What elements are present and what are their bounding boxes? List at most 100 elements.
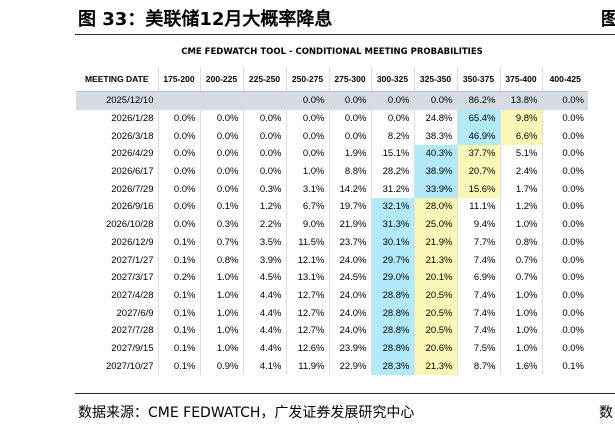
probability-cell: 1.0% [499, 304, 542, 322]
probability-cell: 2.2% [242, 215, 286, 234]
figure-title: 图 33：美联储12月大概率降息 [78, 9, 333, 30]
probability-cell: 28.8% [370, 286, 414, 305]
probability-cell: 23.7% [328, 233, 371, 252]
probability-cell: 24.0% [328, 286, 371, 305]
probability-cell: 24.8% [413, 109, 457, 128]
meeting-date-cell: 2027/10/27 [105, 360, 154, 372]
probability-cell: 28.0% [413, 198, 457, 216]
probability-cell: 1.2% [242, 198, 286, 216]
probability-cell: 29.7% [370, 251, 414, 269]
probability-cell: 8.2% [370, 127, 414, 146]
probability-cell: 4.4% [242, 304, 286, 322]
probability-cell: 0.0% [370, 109, 414, 128]
probability-cell: 0.7% [199, 233, 243, 252]
table-row: 2027/10/27 0.1% 0.9% 4.1% 11.9% 22.9% 28.3% 21.… [76, 357, 588, 375]
probability-cell: 12.7% [285, 321, 329, 340]
probability-cell: 0.0% [541, 215, 588, 234]
probability-cell: 6.7% [285, 198, 329, 216]
probability-cell: 0.0% [242, 109, 286, 128]
meeting-date-cell: 2027/7/28 [111, 325, 154, 337]
probability-cell: 5.1% [499, 145, 542, 163]
probability-cell: 0.3% [199, 215, 243, 234]
probability-cell: 0.0% [285, 91, 329, 110]
source-note: 数据来源：CME FEDWATCH，广发证券发展研究中心 [78, 405, 415, 421]
figure-title-bar: 图 33：美联储12月大概率降息 图 [0, 0, 615, 30]
probability-cell: 1.0% [285, 162, 329, 181]
probability-cell: 15.6% [456, 180, 500, 199]
probability-cell: 0.1% [541, 357, 588, 375]
probability-cell: 31.3% [370, 215, 414, 234]
probability-cell: 0.2% [157, 268, 200, 287]
header-rate-range: 275-300 [328, 67, 371, 92]
probability-cell: 0.0% [541, 145, 588, 163]
table-row: 2027/6/9 0.1% 1.0% 4.4% 12.7% 24.0% 28.8% 20.5%… [76, 304, 588, 322]
meeting-date-cell: 2026/1/28 [111, 113, 154, 125]
probability-cell: 28.8% [370, 321, 414, 340]
header-rate-range: 400-425 [541, 67, 588, 92]
table-row: 2026/6/17 0.0% 0.0% 0.0% 1.0% 8.8% 28.2% 38.9% 2… [76, 162, 588, 181]
probability-cell: 28.3% [370, 357, 414, 375]
table-row: 2027/4/28 0.1% 1.0% 4.4% 12.7% 24.0% 28.8% 20.5… [76, 286, 588, 305]
header-rate-range: 200-225 [199, 67, 243, 92]
table-body: 2025/12/10 0.0% 0.0% 0.0% 0.0% 86.2% 13.8% 0.0%… [76, 91, 588, 375]
table-row: 2026/4/29 0.0% 0.0% 0.0% 0.0% 1.9% 15.1% 40.3% 3… [76, 145, 588, 163]
probability-cell: 0.8% [199, 251, 243, 269]
probability-cell: 0.0% [541, 162, 588, 181]
probability-cell: 12.6% [285, 339, 329, 358]
probability-cell: 20.7% [456, 162, 500, 181]
probability-cell: 0.0% [541, 286, 588, 305]
probability-cell: 4.5% [242, 268, 286, 287]
probability-cell: 37.7% [456, 145, 500, 163]
probability-cell: 21.3% [413, 357, 457, 375]
header-rate-range: 325-350 [413, 67, 457, 92]
probability-cell: 0.0% [199, 127, 243, 146]
probability-cell: 0.0% [199, 109, 243, 128]
probability-cell: 6.6% [499, 127, 542, 146]
probability-cell: 0.0% [199, 180, 243, 199]
probability-cell: 20.6% [413, 339, 457, 358]
probability-cell: 1.0% [199, 268, 243, 287]
probability-cell: 12.7% [285, 304, 329, 322]
probability-cell: 25.0% [413, 215, 457, 234]
probability-cell: 13.8% [499, 91, 542, 110]
adjacent-source-fragment: 数 [599, 405, 613, 421]
probability-cell: 29.0% [370, 268, 414, 287]
probability-cell: 0.0% [541, 339, 588, 358]
probability-cell [199, 91, 243, 110]
probability-cell: 7.4% [456, 321, 500, 340]
probability-cell: 0.0% [157, 145, 200, 163]
probability-cell: 0.1% [157, 251, 200, 269]
probability-cell: 1.9% [328, 145, 371, 163]
probability-cell: 19.7% [328, 198, 371, 216]
probability-cell: 11.9% [285, 357, 329, 375]
probability-cell: 28.8% [370, 304, 414, 322]
probability-cell: 20.1% [413, 268, 457, 287]
meeting-date-cell: 2027/1/27 [111, 254, 154, 266]
probability-cell: 0.1% [157, 286, 200, 305]
probability-cell: 8.8% [328, 162, 371, 181]
probability-cell: 0.7% [499, 251, 542, 269]
probability-cell: 1.0% [499, 321, 542, 340]
header-rate-range: 375-400 [499, 67, 542, 92]
probability-cell: 1.0% [199, 304, 243, 322]
probability-cell: 0.0% [541, 233, 588, 252]
probability-cell: 13.1% [285, 268, 329, 287]
probability-cell: 11.1% [456, 198, 500, 216]
probability-cell: 0.1% [199, 198, 243, 216]
probability-cell: 0.1% [157, 357, 200, 375]
table-row: 2025/12/10 0.0% 0.0% 0.0% 0.0% 86.2% 13.8% 0.0% [76, 91, 588, 110]
probability-cell [242, 91, 286, 110]
probability-cell: 0.0% [541, 321, 588, 340]
probability-cell: 24.0% [328, 304, 371, 322]
probability-cell: 0.0% [157, 180, 200, 199]
tool-header: CME FEDWATCH TOOL - CONDITIONAL MEETING … [181, 47, 483, 57]
table-row: 2026/7/29 0.0% 0.0% 0.3% 3.1% 14.2% 31.2% 33.9%… [76, 180, 588, 199]
probability-cell: 7.4% [456, 286, 500, 305]
table-row: 2027/1/27 0.1% 0.8% 3.9% 12.1% 24.0% 29.7% 21.3… [76, 251, 588, 269]
probability-cell: 0.0% [328, 91, 371, 110]
probability-cell [157, 91, 200, 110]
probability-cell: 4.4% [242, 286, 286, 305]
title-rule [75, 34, 615, 35]
probability-cell: 0.7% [499, 268, 542, 287]
probability-cell: 7.4% [456, 251, 500, 269]
